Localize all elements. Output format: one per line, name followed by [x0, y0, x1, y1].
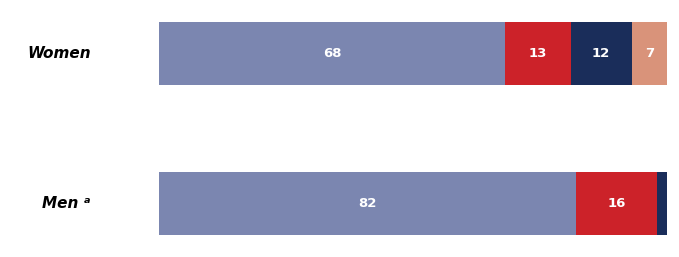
Bar — [504, 22, 570, 85]
Bar — [160, 172, 576, 235]
Text: 82: 82 — [359, 197, 377, 210]
Bar — [570, 22, 631, 85]
Text: 16: 16 — [607, 197, 625, 210]
Text: 12: 12 — [592, 47, 610, 60]
Text: Women: Women — [27, 46, 91, 61]
Text: 13: 13 — [528, 47, 547, 60]
Bar — [576, 172, 657, 235]
Bar — [657, 172, 667, 235]
Bar — [631, 22, 667, 85]
Text: 7: 7 — [645, 47, 654, 60]
Bar — [160, 22, 504, 85]
Text: Men ᵃ: Men ᵃ — [42, 196, 91, 211]
Text: 68: 68 — [323, 47, 342, 60]
